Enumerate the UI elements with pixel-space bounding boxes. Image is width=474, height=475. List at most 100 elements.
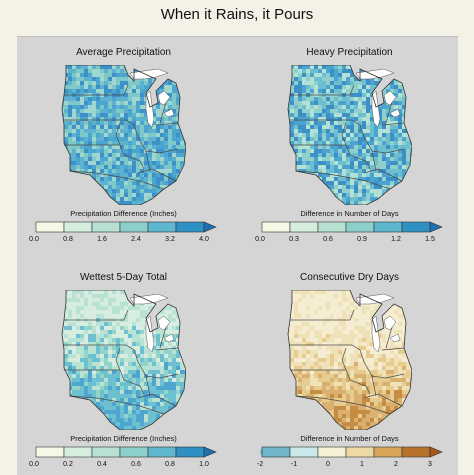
data-pixel bbox=[104, 165, 108, 169]
data-pixel bbox=[362, 145, 366, 149]
data-pixel bbox=[136, 113, 140, 117]
data-pixel bbox=[370, 350, 374, 354]
data-pixel bbox=[390, 77, 394, 81]
data-pixel bbox=[378, 386, 382, 390]
data-pixel bbox=[156, 338, 160, 342]
data-pixel bbox=[294, 81, 298, 85]
data-pixel bbox=[298, 398, 302, 402]
data-pixel bbox=[76, 197, 80, 201]
data-pixel bbox=[140, 133, 144, 137]
data-pixel bbox=[76, 386, 80, 390]
data-pixel bbox=[124, 125, 128, 129]
data-pixel bbox=[354, 69, 358, 73]
data-pixel bbox=[180, 386, 184, 390]
data-pixel bbox=[64, 137, 68, 141]
data-pixel bbox=[140, 318, 144, 322]
data-pixel bbox=[84, 89, 88, 93]
data-pixel bbox=[100, 97, 104, 101]
data-pixel bbox=[338, 358, 342, 362]
data-pixel bbox=[302, 410, 306, 414]
data-pixel bbox=[80, 358, 84, 362]
data-pixel bbox=[402, 350, 406, 354]
data-pixel bbox=[342, 165, 346, 169]
data-pixel bbox=[290, 394, 294, 398]
data-pixel bbox=[96, 89, 100, 93]
data-pixel bbox=[306, 366, 310, 370]
data-pixel bbox=[302, 185, 306, 189]
data-pixel bbox=[80, 394, 84, 398]
data-pixel bbox=[184, 402, 186, 406]
data-pixel bbox=[386, 117, 390, 121]
data-pixel bbox=[306, 394, 310, 398]
data-pixel bbox=[88, 133, 92, 137]
data-pixel bbox=[96, 414, 100, 418]
data-pixel bbox=[346, 113, 350, 117]
data-pixel bbox=[156, 322, 160, 326]
data-pixel bbox=[298, 402, 302, 406]
data-pixel bbox=[64, 402, 68, 406]
data-pixel bbox=[362, 121, 366, 125]
data-pixel bbox=[72, 418, 76, 422]
data-pixel bbox=[330, 394, 334, 398]
data-pixel bbox=[288, 354, 290, 358]
data-pixel bbox=[76, 177, 80, 181]
data-pixel bbox=[382, 113, 386, 117]
data-pixel bbox=[390, 81, 394, 85]
data-pixel bbox=[180, 121, 184, 125]
data-pixel bbox=[382, 141, 386, 145]
data-pixel bbox=[96, 374, 100, 378]
data-pixel bbox=[72, 374, 76, 378]
data-pixel bbox=[322, 105, 326, 109]
data-pixel bbox=[288, 414, 290, 418]
data-pixel bbox=[314, 177, 318, 181]
data-pixel bbox=[128, 370, 132, 374]
data-pixel bbox=[128, 414, 132, 418]
data-pixel bbox=[374, 290, 378, 294]
data-pixel bbox=[310, 177, 314, 181]
data-pixel bbox=[92, 330, 96, 334]
data-pixel bbox=[354, 322, 358, 326]
data-pixel bbox=[100, 350, 104, 354]
data-pixel bbox=[176, 105, 180, 109]
data-pixel bbox=[334, 101, 338, 105]
data-pixel bbox=[68, 109, 72, 113]
colorbar-segment bbox=[91, 446, 121, 458]
data-pixel bbox=[64, 398, 68, 402]
colorbar-tick: 1.0 bbox=[199, 461, 209, 468]
data-pixel bbox=[128, 149, 132, 153]
data-pixel bbox=[84, 85, 88, 89]
data-pixel bbox=[172, 318, 176, 322]
data-pixel bbox=[306, 201, 310, 205]
data-pixel bbox=[80, 378, 84, 382]
data-pixel bbox=[76, 141, 80, 145]
data-pixel bbox=[96, 418, 100, 422]
data-pixel bbox=[168, 125, 172, 129]
data-pixel bbox=[346, 145, 350, 149]
data-pixel bbox=[164, 370, 168, 374]
data-pixel bbox=[410, 69, 412, 73]
data-pixel bbox=[72, 406, 76, 410]
data-pixel bbox=[112, 302, 116, 306]
data-pixel bbox=[358, 105, 362, 109]
data-pixel bbox=[410, 181, 412, 185]
data-pixel bbox=[84, 310, 88, 314]
data-pixel bbox=[362, 189, 366, 193]
data-pixel bbox=[390, 386, 394, 390]
data-pixel bbox=[402, 105, 406, 109]
map-midwest bbox=[61, 290, 186, 430]
data-pixel bbox=[326, 193, 330, 197]
data-pixel bbox=[318, 137, 322, 141]
data-pixel bbox=[76, 81, 80, 85]
data-pixel bbox=[370, 85, 374, 89]
data-pixel bbox=[374, 137, 378, 141]
data-pixel bbox=[92, 310, 96, 314]
data-pixel bbox=[136, 334, 140, 338]
data-pixel bbox=[346, 125, 350, 129]
data-pixel bbox=[172, 326, 176, 330]
data-pixel bbox=[136, 121, 140, 125]
data-pixel bbox=[88, 101, 92, 105]
data-pixel bbox=[354, 141, 358, 145]
data-pixel bbox=[116, 129, 120, 133]
data-pixel bbox=[322, 358, 326, 362]
data-pixel bbox=[370, 390, 374, 394]
